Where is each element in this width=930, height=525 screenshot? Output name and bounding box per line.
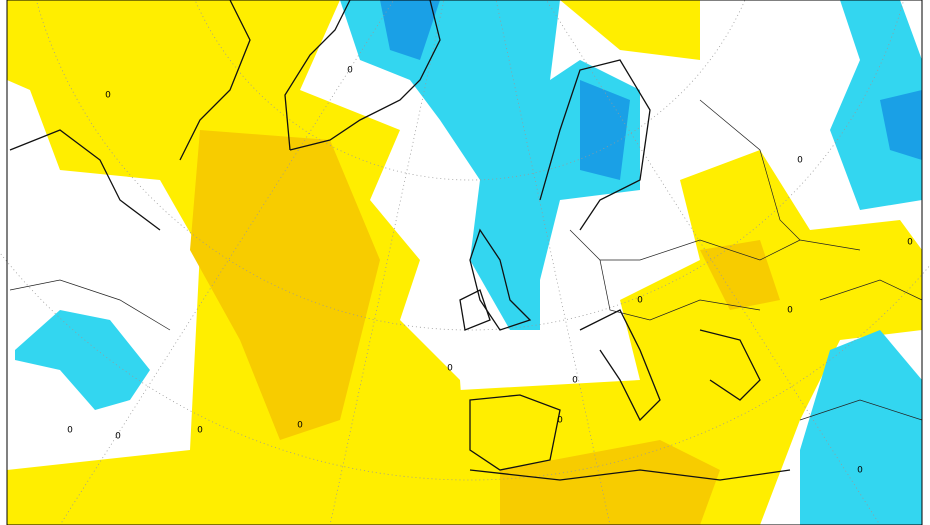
contour-label: 0 — [67, 426, 73, 436]
strong-warm-anomaly — [190, 130, 780, 525]
contour-label: 0 — [105, 91, 111, 101]
contour-label: 0 — [557, 416, 563, 426]
contour-label: 0 — [787, 306, 793, 316]
contour-label: 0 — [857, 466, 863, 476]
borders — [9, 99, 923, 421]
contour-label: 0 — [347, 66, 353, 76]
contour-label: 0 — [197, 426, 203, 436]
contour-labels: 0 0 0 0 0 0 0 0 0 0 0 0 0 0 — [67, 66, 913, 476]
contour-label: 0 — [907, 238, 913, 248]
contour-label: 0 — [297, 421, 303, 431]
contour-label: 0 — [797, 156, 803, 166]
contour-label: 0 — [115, 432, 121, 442]
frame — [6, 0, 923, 525]
coastlines — [9, 0, 791, 481]
cold-anomaly — [15, 0, 922, 525]
contour-label: 0 — [447, 364, 453, 374]
contour-label: 0 — [572, 376, 578, 386]
contour-label: 0 — [637, 296, 643, 306]
